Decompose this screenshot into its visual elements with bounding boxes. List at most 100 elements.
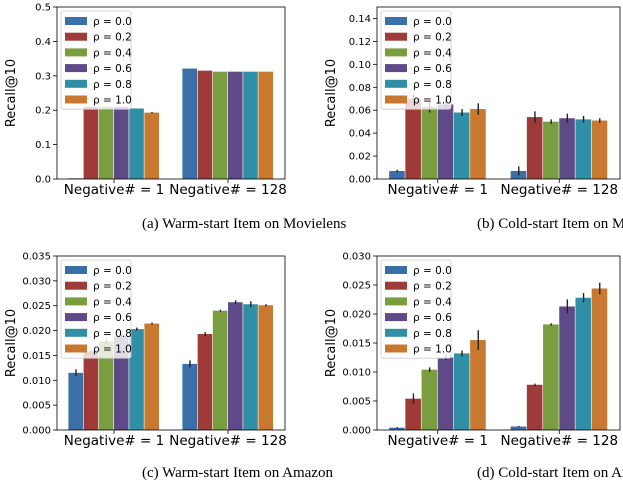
bar-4-4-2 bbox=[559, 306, 575, 430]
legend-label-5: ρ = 0.8 bbox=[413, 328, 452, 340]
bar-4-1-1 bbox=[389, 427, 405, 430]
y-tick-label-1: 0.00 bbox=[349, 175, 371, 186]
legend-swatch-3 bbox=[65, 48, 87, 57]
y-axis-label: Recall@10 bbox=[324, 59, 339, 127]
bar-3-5-2 bbox=[243, 304, 258, 430]
legend-label-1: ρ = 0.0 bbox=[93, 16, 132, 28]
legend-label-6: ρ = 1.0 bbox=[413, 344, 452, 356]
y-tick-label-5: 0.020 bbox=[22, 326, 51, 337]
bar-4-2-2 bbox=[526, 384, 543, 430]
y-tick-label-3: 0.04 bbox=[349, 129, 371, 140]
bar-3-1-2 bbox=[182, 363, 197, 430]
bar-3-5-1 bbox=[129, 329, 144, 430]
y-tick-label-6: 0.5 bbox=[35, 3, 51, 14]
bar-1-3-1 bbox=[98, 106, 114, 179]
bar-4-1-2 bbox=[510, 426, 527, 430]
bar-1-2-1 bbox=[83, 106, 99, 179]
legend-label-4: ρ = 0.6 bbox=[413, 63, 452, 75]
bar-4-2-1 bbox=[405, 398, 421, 430]
y-tick-label-5: 0.08 bbox=[349, 83, 371, 94]
legend-label-5: ρ = 0.8 bbox=[93, 79, 132, 91]
axes-frame bbox=[56, 255, 286, 431]
y-axis-label: Recall@10 bbox=[324, 309, 339, 377]
legend-label-4: ρ = 0.6 bbox=[93, 312, 132, 324]
y-tick-label-3: 0.2 bbox=[35, 106, 51, 117]
legend-label-1: ρ = 0.0 bbox=[93, 265, 132, 277]
bar-2-4-2 bbox=[559, 118, 575, 179]
y-axis-label: Recall@10 bbox=[4, 309, 19, 377]
bar-1-1-2 bbox=[182, 68, 197, 179]
bar-2-2-1 bbox=[405, 98, 421, 179]
bar-4-6-1 bbox=[470, 340, 486, 430]
y-tick-label-5: 0.020 bbox=[342, 310, 371, 321]
bar-2-2-2 bbox=[526, 117, 543, 179]
bar-3-6-2 bbox=[258, 305, 273, 430]
bar-1-5-1 bbox=[129, 108, 144, 179]
legend-swatch-3 bbox=[385, 48, 407, 57]
legend-label-4: ρ = 0.6 bbox=[93, 63, 132, 75]
legend-swatch-4 bbox=[65, 313, 87, 322]
bar-1-6-2 bbox=[258, 71, 273, 179]
bar-3-4-1 bbox=[114, 336, 129, 430]
chart-caption: (c) Warm-start Item on Amazon bbox=[142, 465, 333, 481]
bar-2-4-1 bbox=[437, 104, 454, 179]
y-tick-label-7: 0.030 bbox=[22, 276, 51, 287]
bar-3-2-2 bbox=[197, 334, 213, 430]
bar-4-4-1 bbox=[437, 357, 454, 430]
x-tick-label-2: Negative# = 128 bbox=[169, 182, 287, 198]
legend-swatch-5 bbox=[385, 328, 407, 337]
bar-2-3-2 bbox=[543, 121, 559, 179]
legend-label-5: ρ = 0.8 bbox=[413, 79, 452, 91]
bar-4-3-2 bbox=[543, 324, 559, 430]
legend-swatch-5 bbox=[65, 79, 87, 88]
bar-4-5-1 bbox=[453, 353, 470, 430]
y-tick-label-2: 0.02 bbox=[349, 152, 371, 163]
bar-1-4-2 bbox=[228, 71, 243, 179]
legend-swatch-2 bbox=[65, 32, 87, 41]
bar-1-3-2 bbox=[212, 71, 228, 179]
bar-4-5-2 bbox=[575, 297, 592, 430]
bar-3-4-2 bbox=[228, 302, 243, 430]
bar-4-6-2 bbox=[591, 288, 608, 430]
legend-label-3: ρ = 0.4 bbox=[413, 47, 452, 59]
bar-2-3-1 bbox=[421, 106, 438, 179]
x-tick-label-2: Negative# = 128 bbox=[169, 433, 287, 449]
legend-label-2: ρ = 0.2 bbox=[93, 281, 132, 293]
legend-swatch-2 bbox=[65, 281, 87, 290]
y-tick-label-2: 0.005 bbox=[342, 397, 371, 408]
y-tick-label-7: 0.030 bbox=[342, 252, 371, 263]
y-tick-label-1: 0.000 bbox=[342, 426, 371, 437]
legend-swatch-1 bbox=[385, 17, 407, 25]
legend-swatch-6 bbox=[385, 344, 407, 353]
legend-swatch-1 bbox=[65, 266, 87, 274]
y-axis-label: Recall@10 bbox=[4, 59, 19, 127]
y-tick-label-4: 0.06 bbox=[349, 106, 371, 117]
legend-label-3: ρ = 0.4 bbox=[93, 47, 132, 59]
legend-swatch-1 bbox=[65, 17, 87, 25]
y-tick-label-1: 0.000 bbox=[22, 426, 51, 437]
bar-2-5-2 bbox=[575, 119, 592, 179]
legend-label-2: ρ = 0.2 bbox=[93, 32, 132, 44]
chart-caption: (a) Warm-start Item on Movielens bbox=[142, 216, 346, 232]
legend-label-4: ρ = 0.6 bbox=[413, 312, 452, 324]
y-tick-label-7: 0.12 bbox=[349, 37, 371, 48]
legend-label-6: ρ = 1.0 bbox=[93, 344, 132, 356]
y-tick-label-8: 0.035 bbox=[22, 252, 51, 263]
chart-panel-3: 0.000 0.005 0.010 0.015 0.020 0.025 0.030 0.035… bbox=[4, 252, 333, 482]
y-tick-label-6: 0.025 bbox=[22, 301, 51, 312]
chart-caption: (b) Cold-start Item on Movielens bbox=[477, 216, 623, 232]
x-tick-label-2: Negative# = 128 bbox=[500, 433, 618, 449]
legend-swatch-3 bbox=[65, 297, 87, 306]
legend-swatch-2 bbox=[385, 32, 407, 41]
legend-label-6: ρ = 1.0 bbox=[413, 95, 452, 107]
y-tick-label-3: 0.010 bbox=[342, 368, 371, 379]
y-tick-label-3: 0.010 bbox=[22, 376, 51, 387]
legend-swatch-5 bbox=[65, 328, 87, 337]
chart-panel-4: 0.000 0.005 0.010 0.015 0.020 0.025 0.030 Negat… bbox=[324, 252, 623, 482]
legend-swatch-4 bbox=[385, 64, 407, 73]
y-tick-label-2: 0.1 bbox=[35, 140, 51, 151]
legend-label-2: ρ = 0.2 bbox=[413, 32, 452, 44]
y-tick-label-1: 0.0 bbox=[35, 175, 51, 186]
legend-swatch-2 bbox=[385, 281, 407, 290]
bar-1-5-2 bbox=[243, 71, 258, 179]
